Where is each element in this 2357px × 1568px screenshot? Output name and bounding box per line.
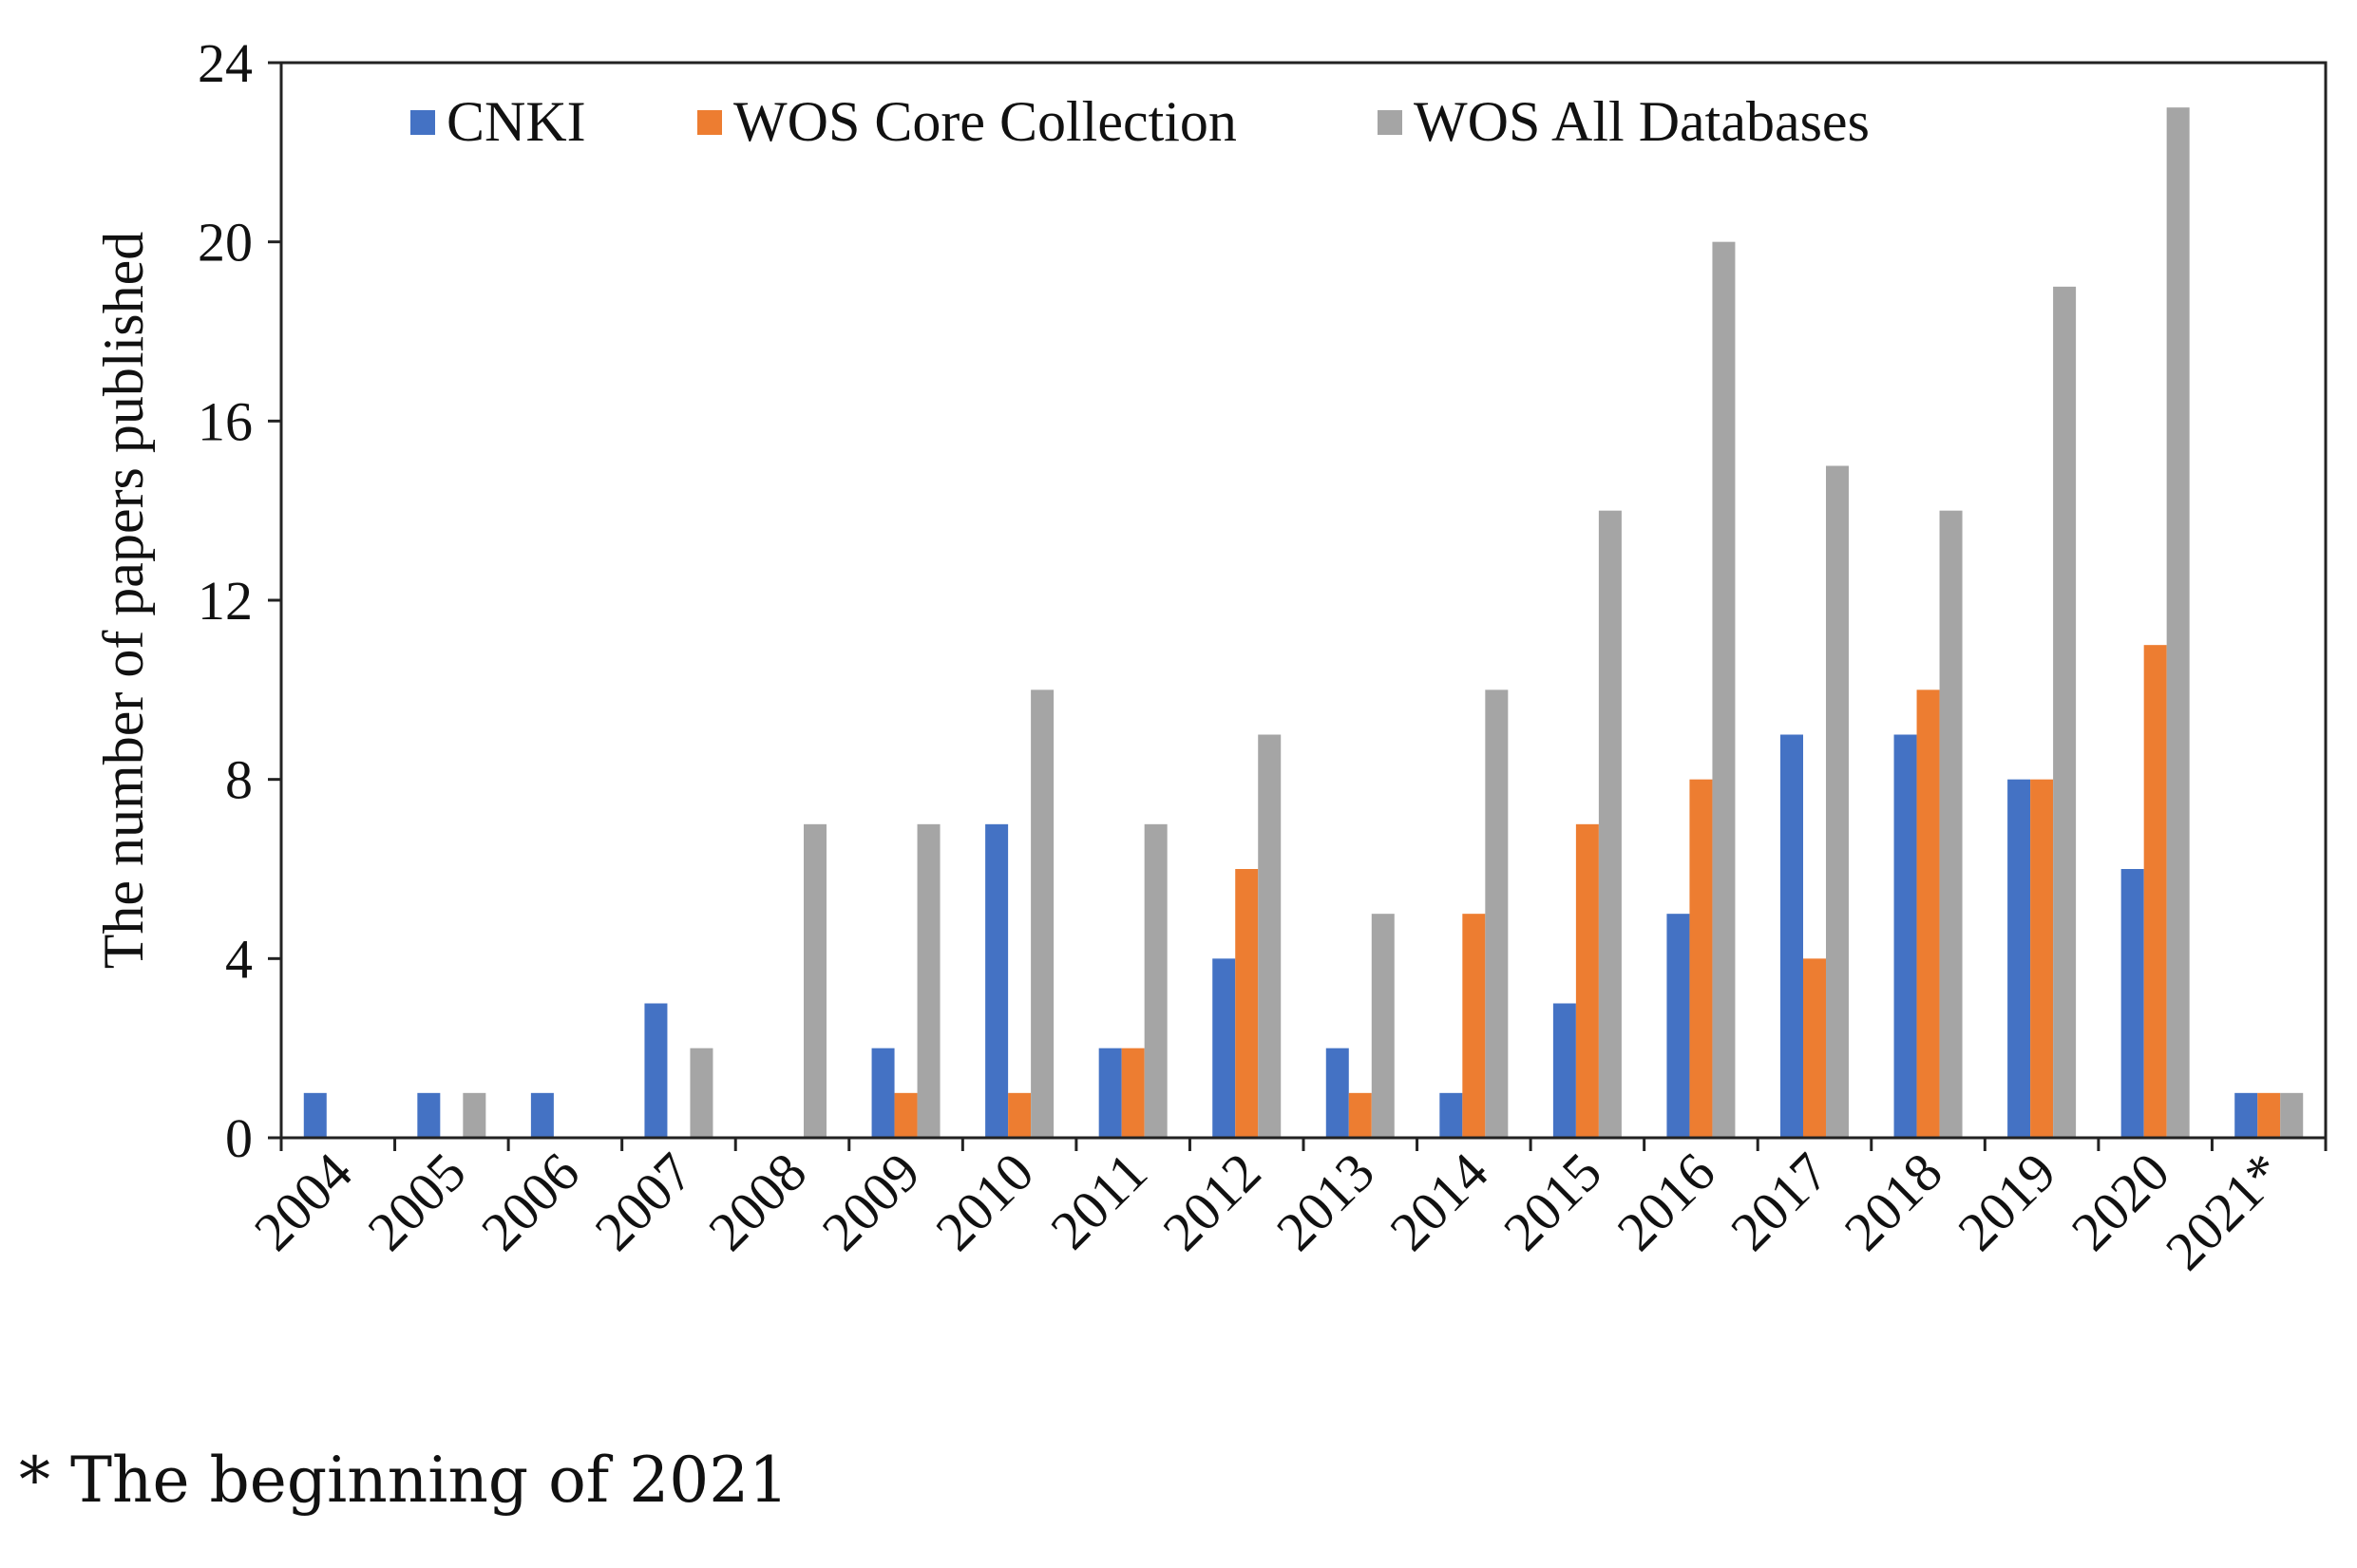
bar-cnki-2014 <box>1439 1092 1463 1138</box>
y-tick-label: 20 <box>198 212 253 274</box>
bar-wos-all-databases-2016 <box>1712 241 1736 1138</box>
bar-wos-core-collection-2012 <box>1235 869 1259 1138</box>
legend-label: WOS All Databases <box>1414 90 1870 153</box>
x-tick-label: 2011 <box>1038 1141 1158 1260</box>
bar-wos-core-collection-2016 <box>1689 779 1713 1138</box>
x-tick-label: 2015 <box>1492 1141 1613 1262</box>
x-tick-label: 2006 <box>469 1141 591 1262</box>
x-tick-label: 2012 <box>1150 1141 1272 1262</box>
footnote: * The beginning of 2021 <box>19 1444 789 1517</box>
bar-wos-core-collection-2010 <box>1008 1092 1032 1138</box>
bar-wos-all-databases-2012 <box>1258 734 1282 1138</box>
bar-cnki-2012 <box>1212 958 1236 1138</box>
legend-label: CNKI <box>447 90 586 153</box>
x-tick-label: 2021* <box>2154 1141 2294 1281</box>
x-tick-label: 2016 <box>1606 1141 1727 1262</box>
legend: CNKI WOS Core Collection WOS All Databases <box>410 90 1870 153</box>
x-tick-label: 2007 <box>583 1141 705 1262</box>
bar-chart: 0 4 8 12 16 20 24 2004200520062007200820092010… <box>92 32 2328 1282</box>
bar-wos-all-databases-2017 <box>1826 465 1849 1138</box>
bar-cnki-2019 <box>2007 779 2031 1138</box>
x-tick-label: 2004 <box>242 1141 364 1262</box>
bar-wos-core-collection-2021 <box>2257 1092 2281 1138</box>
bar-wos-core-collection-2009 <box>894 1092 918 1138</box>
y-axis: 0 4 8 12 16 20 24 <box>198 32 281 1169</box>
bar-wos-core-collection-2018 <box>1916 690 1940 1138</box>
bar-wos-all-databases-2008 <box>804 823 827 1138</box>
x-tick-label: 2010 <box>923 1141 1045 1262</box>
bar-wos-all-databases-2019 <box>2053 286 2077 1138</box>
bar-wos-all-databases-2018 <box>1939 510 1963 1138</box>
bar-cnki-2020 <box>2120 869 2144 1138</box>
bar-cnki-2016 <box>1666 914 1690 1138</box>
x-tick-label: 2013 <box>1264 1141 1386 1262</box>
x-tick-label: 2018 <box>1833 1141 1954 1262</box>
y-tick-label: 12 <box>198 570 253 632</box>
y-tick-label: 16 <box>198 390 253 452</box>
x-tick-label: 2009 <box>810 1141 932 1262</box>
bar-cnki-2007 <box>644 1003 668 1138</box>
bar-cnki-2006 <box>530 1092 554 1138</box>
bar-wos-core-collection-2020 <box>2143 645 2167 1138</box>
x-tick-label: 2019 <box>1946 1141 2067 1262</box>
bar-cnki-2005 <box>417 1092 441 1138</box>
bar-wos-core-collection-2011 <box>1121 1048 1145 1138</box>
bar-cnki-2009 <box>871 1048 895 1138</box>
bar-wos-all-databases-2014 <box>1485 690 1509 1138</box>
legend-swatch-wos-all-databases <box>1378 110 1402 135</box>
bar-wos-core-collection-2015 <box>1575 823 1599 1138</box>
bar-cnki-2010 <box>985 823 1009 1138</box>
bar-wos-all-databases-2005 <box>463 1092 486 1138</box>
y-axis-title: The number of papers published <box>92 232 155 969</box>
x-tick-label: 2005 <box>356 1141 478 1262</box>
bar-wos-core-collection-2017 <box>1803 958 1826 1138</box>
bar-wos-all-databases-2021 <box>2280 1092 2304 1138</box>
legend-swatch-wos-core-collection <box>697 110 722 135</box>
bar-cnki-2013 <box>1325 1048 1349 1138</box>
y-tick-label: 24 <box>198 32 253 94</box>
bar-wos-all-databases-2011 <box>1144 823 1168 1138</box>
bar-cnki-2015 <box>1552 1003 1576 1138</box>
legend-label: WOS Core Collection <box>733 90 1237 153</box>
bar-cnki-2011 <box>1098 1048 1122 1138</box>
bar-wos-all-databases-2010 <box>1031 690 1055 1138</box>
bar-wos-all-databases-2015 <box>1598 510 1622 1138</box>
bar-wos-core-collection-2013 <box>1348 1092 1372 1138</box>
bar-cnki-2017 <box>1780 734 1803 1138</box>
bar-wos-all-databases-2009 <box>917 823 941 1138</box>
y-tick-label: 4 <box>225 928 253 990</box>
bar-cnki-2021 <box>2234 1092 2258 1138</box>
bar-wos-core-collection-2019 <box>2030 779 2054 1138</box>
bar-wos-core-collection-2014 <box>1462 914 1486 1138</box>
bar-wos-all-databases-2020 <box>2166 107 2190 1139</box>
bar-wos-all-databases-2013 <box>1371 914 1395 1138</box>
bar-cnki-2018 <box>1893 734 1917 1138</box>
x-axis: 2004200520062007200820092010201120122013… <box>242 1138 2328 1282</box>
x-tick-label: 2008 <box>696 1141 818 1262</box>
y-tick-label: 0 <box>225 1107 253 1169</box>
bar-wos-all-databases-2007 <box>690 1048 713 1138</box>
x-tick-label: 2017 <box>1719 1141 1840 1262</box>
x-tick-label: 2014 <box>1378 1141 1500 1262</box>
legend-swatch-cnki <box>410 110 435 135</box>
bars-layer <box>303 107 2304 1139</box>
bar-cnki-2004 <box>303 1092 327 1138</box>
y-tick-label: 8 <box>225 749 253 811</box>
